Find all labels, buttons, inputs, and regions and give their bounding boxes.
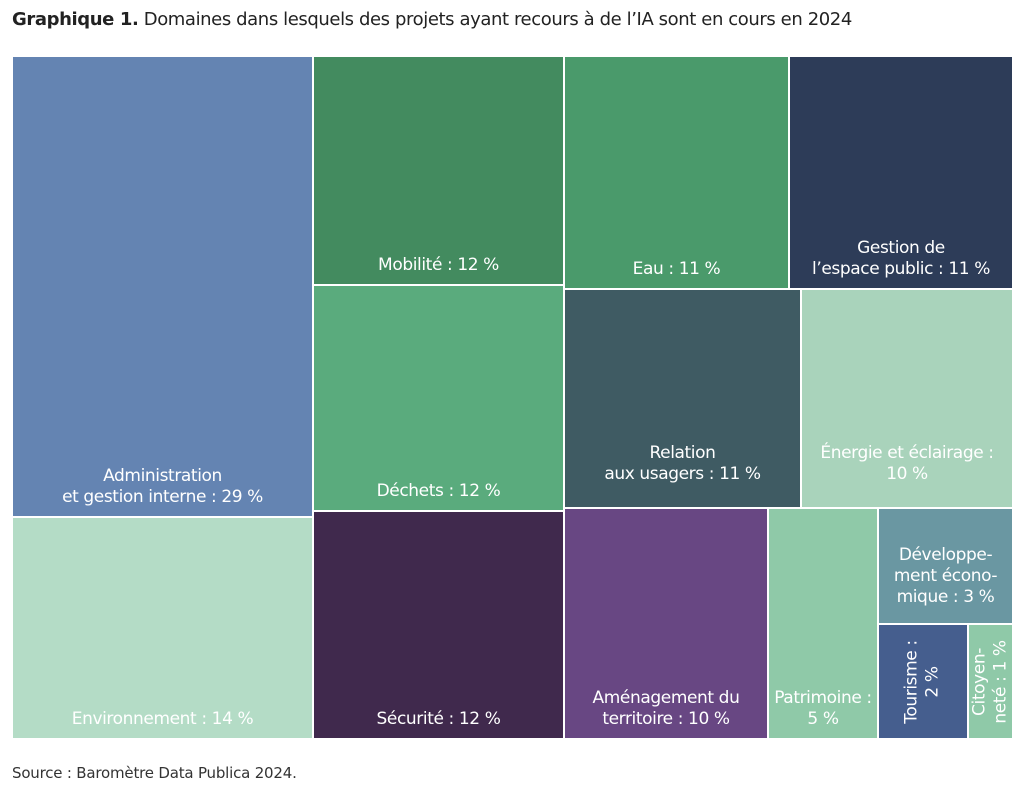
tile-label-line: 10 % [886, 463, 928, 484]
tile-label-line: ment écono- [893, 565, 998, 586]
tile-label-line: 2 % [923, 665, 943, 698]
treemap-tile-developpement: Développe-ment écono-mique : 3 % [878, 508, 1013, 624]
chart-title-label: Graphique 1. [12, 9, 139, 30]
tile-label-line: 5 % [807, 709, 839, 729]
tile-label-line: territoire : 10 % [602, 709, 730, 729]
treemap-tile-relation-usagers: Relation aux usagers : 11 % [564, 289, 801, 508]
tile-label-line: mique : 3 % [896, 586, 995, 607]
tile-label-line: Gestion de [857, 238, 945, 258]
treemap-tile-citoyennete: Citoyen-neté : 1 % [968, 624, 1013, 739]
tile-label-line: aux usagers : 11 % [604, 463, 761, 484]
treemap-tile-amenagement: Aménagement du territoire : 10 % [564, 508, 768, 739]
tile-label-line: neté : 1 % [990, 639, 1011, 724]
tile-label-tourisme: Tourisme :2 % [902, 640, 944, 723]
tile-label-line: Eau : 11 % [632, 259, 721, 279]
tile-label-citoyennete: Citoyen-neté : 1 % [970, 640, 1012, 723]
treemap-tile-espace-public: Gestion de l’espace public : 11 % [789, 56, 1013, 289]
source-note: Source : Baromètre Data Publica 2024. [12, 764, 297, 782]
treemap-tile-mobilite: Mobilité : 12 % [313, 56, 564, 285]
treemap-tile-tourisme: Tourisme :2 % [878, 624, 968, 739]
treemap-tile-administration: Administration et gestion interne : 29 % [12, 56, 313, 517]
tile-label-line: Sécurité : 12 % [376, 709, 501, 729]
treemap-tile-dechets: Déchets : 12 % [313, 285, 564, 511]
tile-label-line: Administration [103, 466, 222, 486]
treemap-tile-eau: Eau : 11 % [564, 56, 789, 289]
tile-label-line: Développe- [898, 544, 993, 565]
tile-label-line: Aménagement du [592, 688, 740, 708]
tile-label-line: Déchets : 12 % [376, 481, 501, 501]
chart-title-text: Domaines dans lesquels des projets ayant… [138, 9, 853, 30]
tile-label-line: Citoyen- [969, 647, 990, 716]
chart-title: Graphique 1. Domaines dans lesquels des … [12, 9, 1017, 30]
treemap-tile-energie: Énergie et éclairage :10 % [801, 289, 1013, 508]
tile-label-line: Énergie et éclairage : [820, 442, 994, 463]
tile-label-line: et gestion interne : 29 % [62, 487, 263, 507]
treemap-tile-securite: Sécurité : 12 % [313, 511, 564, 739]
tile-label-line: l’espace public : 11 % [812, 259, 990, 279]
tile-label-line: Tourisme : [902, 639, 922, 724]
tile-label-line: Patrimoine : [774, 688, 872, 708]
tile-label-line: Relation [649, 442, 716, 463]
tile-label-line: Environnement : 14 % [71, 709, 254, 729]
treemap-tile-patrimoine: Patrimoine :5 % [768, 508, 878, 739]
tile-label-line: Mobilité : 12 % [378, 255, 499, 275]
treemap-tile-environnement: Environnement : 14 % [12, 517, 313, 739]
